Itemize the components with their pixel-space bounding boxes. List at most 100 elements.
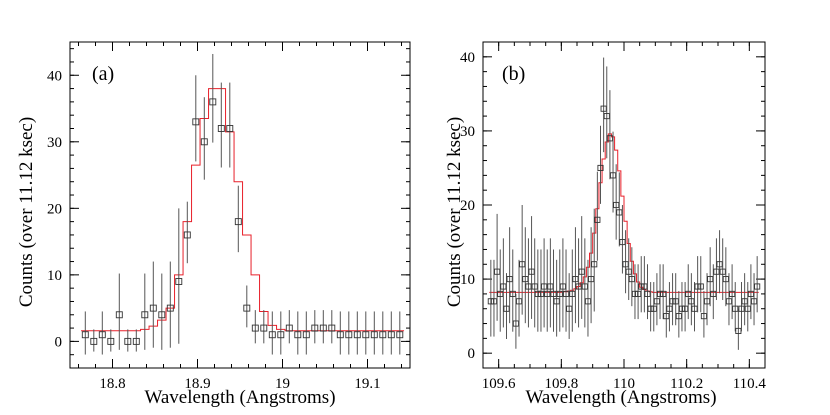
panel-b-data-point [625, 268, 632, 275]
panel-b-data-point [487, 298, 494, 305]
panel-b-data-point [735, 327, 742, 335]
panel-b-y-tick-label: 10 [460, 272, 475, 288]
panel-b-data-point [581, 283, 588, 290]
panel-b-model-step-line [489, 133, 759, 293]
panel-b-data-point [500, 283, 507, 290]
panel-a-y-tick-label: 30 [47, 135, 62, 151]
panel-b-data-point [744, 305, 751, 312]
panel-a-data-point [192, 118, 200, 126]
panel-a-data-point [226, 125, 234, 132]
panel-b-data-point [747, 290, 754, 297]
panel-b-data-point [556, 290, 563, 297]
panel-a-data-area [81, 53, 405, 355]
panel-b-data-point [750, 298, 758, 305]
panel-b-data-point [703, 298, 711, 305]
panel-b-data-point [569, 290, 576, 297]
panel-b-data-point [515, 298, 523, 305]
panel-b-data-point [497, 290, 504, 297]
panel-b-data-point [638, 283, 645, 290]
panel-a-data-point [166, 304, 174, 312]
panel-b-data-point [494, 268, 501, 275]
panel-b-data-point [566, 305, 573, 312]
panel-a-data-point [200, 138, 208, 146]
panel-b-data-point [575, 283, 582, 290]
panel-a-data-point [183, 231, 191, 239]
panel-b-data-point [688, 298, 695, 305]
panel-b-ylabel: Counts (over 11.12 ksec) [444, 117, 465, 307]
panel-a-data-point [396, 331, 404, 339]
panel-a-data-point [302, 331, 310, 339]
panel-a: (a) Wavelength (Angstroms) Counts (over … [16, 41, 411, 408]
panel-b-data-point [669, 298, 676, 305]
panel-b-data-point [534, 290, 541, 297]
panel-a-data-point [158, 311, 166, 319]
panel-a-data-point [336, 331, 344, 339]
panel-a-y-tick-label: 10 [47, 268, 62, 284]
panel-b-data-point [675, 313, 682, 320]
panel-b-y-tick-label: 20 [460, 198, 475, 214]
panel-a-data-point [132, 337, 140, 345]
panel-a-data-point [107, 337, 115, 345]
panel-a-data-point [311, 324, 319, 332]
panel-b-data-point [522, 276, 529, 283]
panel-b-data-point [754, 283, 761, 290]
panel-a-data-point [379, 331, 387, 339]
panel-b-data-point [509, 290, 516, 297]
panel-b-data-point [541, 283, 548, 290]
panel-b-data-point [512, 320, 519, 327]
panel-a-data-point [124, 337, 132, 345]
panel-b-data-point [650, 305, 657, 312]
panel-a-xlabel: Wavelength (Angstroms) [144, 387, 335, 408]
panel-b-data-point [635, 290, 642, 297]
panel-a-ylabel: Counts (over 11.12 ksec) [16, 117, 37, 307]
panel-b-data-point [713, 268, 720, 275]
panel-b-data-point [603, 113, 610, 120]
panel-a-model-step-line [81, 88, 405, 332]
panel-a-data-point [260, 324, 268, 332]
panel-b-y-tick-label: 40 [460, 50, 475, 66]
panel-a-data-point [115, 311, 123, 319]
panel-b-data-point [741, 298, 748, 305]
panel-b-data-point [528, 268, 535, 275]
panel-a-x-tick-label: 19 [275, 376, 290, 392]
panel-b-data-point [578, 268, 585, 275]
panel-b-x-tick-label: 109.8 [544, 376, 578, 392]
panel-b-data-point [660, 290, 667, 297]
panel-a-y-tick-label: 0 [55, 334, 63, 350]
panel-a-data-point [251, 324, 259, 332]
panel-b-data-point [609, 172, 617, 179]
panel-b-data-point [631, 290, 639, 297]
panel-b-data-point [685, 290, 692, 297]
panel-a-data-point [243, 304, 251, 312]
panel-a-data-point [319, 324, 327, 332]
panel-b-data-point [697, 283, 704, 290]
panel-b-x-tick-label: 110.2 [670, 376, 703, 392]
panel-a-x-tick-label: 18.8 [99, 376, 125, 392]
panel-a-data-point [353, 331, 361, 339]
panel-b-data-point [622, 261, 629, 268]
panel-b-data-point [572, 276, 579, 283]
panel-a-data-point [277, 331, 285, 339]
panel-b-data-point [584, 298, 592, 305]
panel-b-label: (b) [502, 63, 525, 85]
panel-b-xlabel: Wavelength (Angstroms) [525, 387, 716, 408]
panel-b-data-point [672, 298, 679, 305]
panel-b-data-point [738, 305, 745, 312]
panel-b-data-point [666, 305, 673, 312]
panel-b-data-point [663, 313, 670, 320]
panel-a-data-point [328, 324, 336, 332]
panel-b-data-point [722, 276, 729, 283]
panel-b-data-point [547, 283, 554, 290]
panel-b-data-point [588, 276, 595, 283]
panel-b-data-point [506, 276, 513, 283]
panel-b-data-point [531, 283, 538, 290]
panel-b-x-tick-label: 110.4 [733, 376, 767, 392]
panel-b-data-point [710, 290, 717, 297]
panel-a-data-point [209, 98, 217, 106]
panel-b: (b) Wavelength (Angstroms) Counts (over … [444, 41, 767, 408]
panel-a-data-point [217, 125, 225, 132]
panel-b-data-point [544, 290, 551, 297]
panel-a-data-point [345, 331, 353, 339]
panel-a-y-tick-label: 40 [47, 68, 62, 84]
